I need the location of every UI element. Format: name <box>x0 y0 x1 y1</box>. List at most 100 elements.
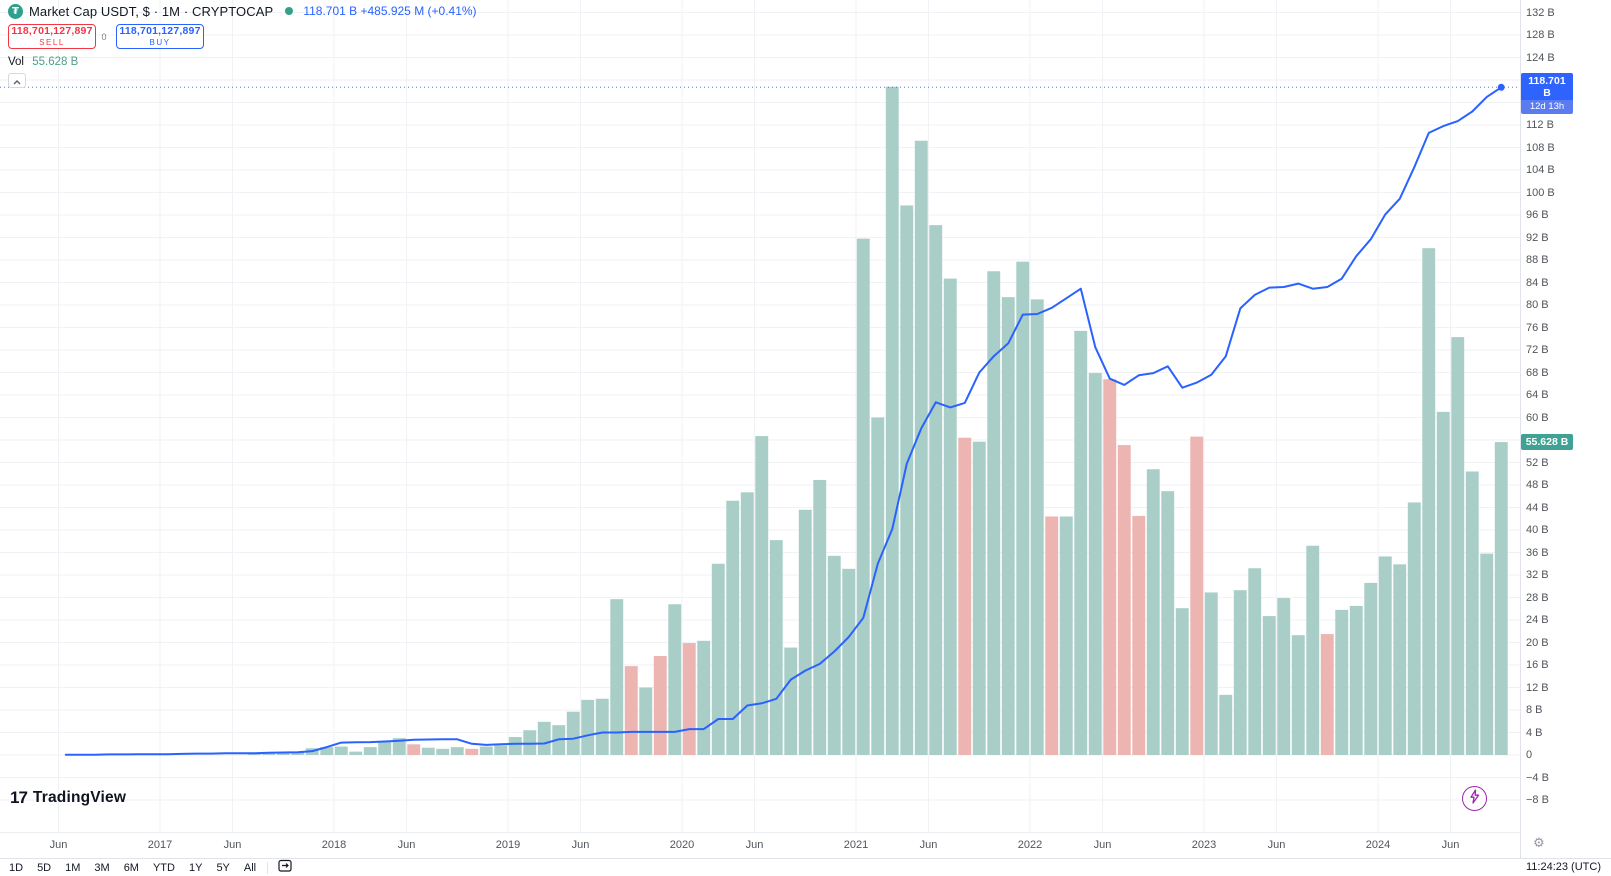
volume-bar <box>334 746 348 755</box>
chevron-up-icon <box>13 72 21 90</box>
volume-bar <box>349 751 363 755</box>
price-tick-label: 84 B <box>1526 276 1549 289</box>
go-to-date-button[interactable] <box>278 859 293 876</box>
price-tick-label: 68 B <box>1526 366 1549 379</box>
volume-bar <box>755 436 769 755</box>
price-tick-label: 92 B <box>1526 231 1549 244</box>
market-status-icon[interactable] <box>285 7 294 15</box>
price-tick-label: 4 B <box>1526 726 1543 739</box>
timeframe-5y[interactable]: 5Y <box>216 861 230 874</box>
instant-order-button[interactable] <box>1462 786 1487 811</box>
volume-bar <box>1422 248 1436 755</box>
timeframe-ytd[interactable]: YTD <box>152 861 175 874</box>
volume-bar <box>740 492 754 755</box>
volume-bar <box>508 737 522 755</box>
volume-bar <box>1001 297 1015 755</box>
price-tick-label: 32 B <box>1526 569 1549 581</box>
current-price-value: 118.701 B <box>1521 73 1573 101</box>
volume-bar <box>537 721 551 755</box>
volume-bar <box>1059 516 1073 755</box>
volume-indicator-legend: Vol 55.628 B <box>8 56 477 68</box>
volume-bar <box>378 740 392 755</box>
volume-bar <box>1407 502 1421 755</box>
time-tick-label: Jun <box>49 839 68 851</box>
volume-bar <box>1030 299 1044 755</box>
volume-bar <box>1291 635 1305 755</box>
timeframe-list: 1D 5D 1M 3M 6M YTD 1Y 5Y All <box>2 862 263 874</box>
session-clock[interactable]: 11:24:23 (UTC) <box>1526 861 1601 873</box>
symbol-title[interactable]: Market Cap USDT, $ · 1M · CRYPTOCAP <box>29 3 274 19</box>
price-tick-label: 16 B <box>1526 659 1549 671</box>
chart-legend: ₮ Market Cap USDT, $ · 1M · CRYPTOCAP 11… <box>8 2 477 88</box>
tradingview-logo[interactable]: 17 TradingView <box>10 788 126 808</box>
volume-bar <box>1074 330 1088 755</box>
price-tick-label: 76 B <box>1526 321 1549 334</box>
volume-bar <box>523 730 537 755</box>
volume-bar <box>1451 337 1465 755</box>
price-tick-label: 104 B <box>1526 164 1555 176</box>
timeframe-5d[interactable]: 5D <box>37 861 52 874</box>
sell-button[interactable]: 118,701,127,897 SELL <box>8 24 96 49</box>
volume-bar <box>1175 608 1189 755</box>
time-tick-label: 2017 <box>147 839 173 851</box>
volume-bar <box>1436 411 1450 755</box>
current-price-badge: 118.701 B 12d 13h <box>1521 73 1573 115</box>
volume-bar <box>1117 445 1131 755</box>
marketcap-line <box>64 86 1503 756</box>
symbol-values: 118.701 B +485.925 M (+0.41%) <box>303 4 477 18</box>
volume-bar <box>276 752 290 755</box>
volume-bar <box>653 656 667 755</box>
price-scale[interactable]: 118.701 B 12d 13h 55.628 B ⚙ 132 B 128 B 1… <box>1520 0 1611 858</box>
chart-canvas[interactable] <box>0 0 1520 832</box>
price-tick-label: 64 B <box>1526 389 1549 401</box>
volume-bar <box>987 271 1001 755</box>
price-tick-label: 36 B <box>1526 546 1549 559</box>
volume-bar <box>247 753 261 755</box>
time-tick-label: Jun <box>1267 839 1286 851</box>
timeframe-1m[interactable]: 1M <box>65 861 81 874</box>
bar-countdown: 12d 13h <box>1521 100 1573 115</box>
chart-pane[interactable] <box>0 0 1520 832</box>
gear-icon[interactable]: ⚙ <box>1533 836 1545 851</box>
time-scale[interactable]: Jun 2017 Jun 2018 Jun 2019 Jun 2020 Jun 2021 Jun 20… <box>0 832 1520 858</box>
buy-price: 118,701,127,897 <box>119 25 201 38</box>
timeframe-1y[interactable]: 1Y <box>188 861 203 874</box>
volume-bar <box>595 698 609 755</box>
price-tick-label: 60 B <box>1526 411 1549 424</box>
volume-bar <box>1480 553 1494 755</box>
timeframe-6m[interactable]: 6M <box>123 861 139 874</box>
time-tick-label: Jun <box>223 839 242 851</box>
volume-bar <box>885 86 899 755</box>
time-tick-label: Jun <box>1093 839 1112 851</box>
price-tick-label: 44 B <box>1526 501 1549 514</box>
volume-bar <box>697 640 711 755</box>
price-tick-label: 80 B <box>1526 299 1549 311</box>
timeframe-1d[interactable]: 1D <box>9 861 24 874</box>
price-tick-label: 124 B <box>1526 51 1555 64</box>
price-tick-label: 72 B <box>1526 344 1549 356</box>
time-tick-label: 2019 <box>495 839 521 851</box>
volume-bar <box>1233 590 1247 755</box>
tether-logo-icon: ₮ <box>8 3 23 19</box>
volume-bar <box>972 441 986 755</box>
volume-bar <box>479 746 493 755</box>
price-tick-label: 0 <box>1526 749 1533 761</box>
volume-bar <box>1219 694 1233 755</box>
price-tick-label: 48 B <box>1526 479 1549 491</box>
collapse-pane-button[interactable] <box>8 73 26 88</box>
volume-bar <box>436 748 450 755</box>
volume-bar <box>581 699 595 755</box>
last-price-dot <box>1497 83 1505 91</box>
buy-button[interactable]: 118,701,127,897 BUY <box>116 24 204 49</box>
time-tick-label: 2023 <box>1191 839 1217 851</box>
bottom-toolbar: 1D 5D 1M 3M 6M YTD 1Y 5Y All 11:24:23 (UTC) <box>0 858 1611 876</box>
volume-bar <box>726 500 740 755</box>
volume-bar <box>711 563 725 755</box>
volume-bar <box>450 747 464 755</box>
timeframe-all[interactable]: All <box>243 861 257 874</box>
timeframe-3m[interactable]: 3M <box>94 861 110 874</box>
time-tick-label: 2018 <box>321 839 347 851</box>
price-tick-label: 8 B <box>1526 704 1543 716</box>
volume-bar <box>363 747 377 755</box>
volume-bar <box>1364 582 1378 755</box>
